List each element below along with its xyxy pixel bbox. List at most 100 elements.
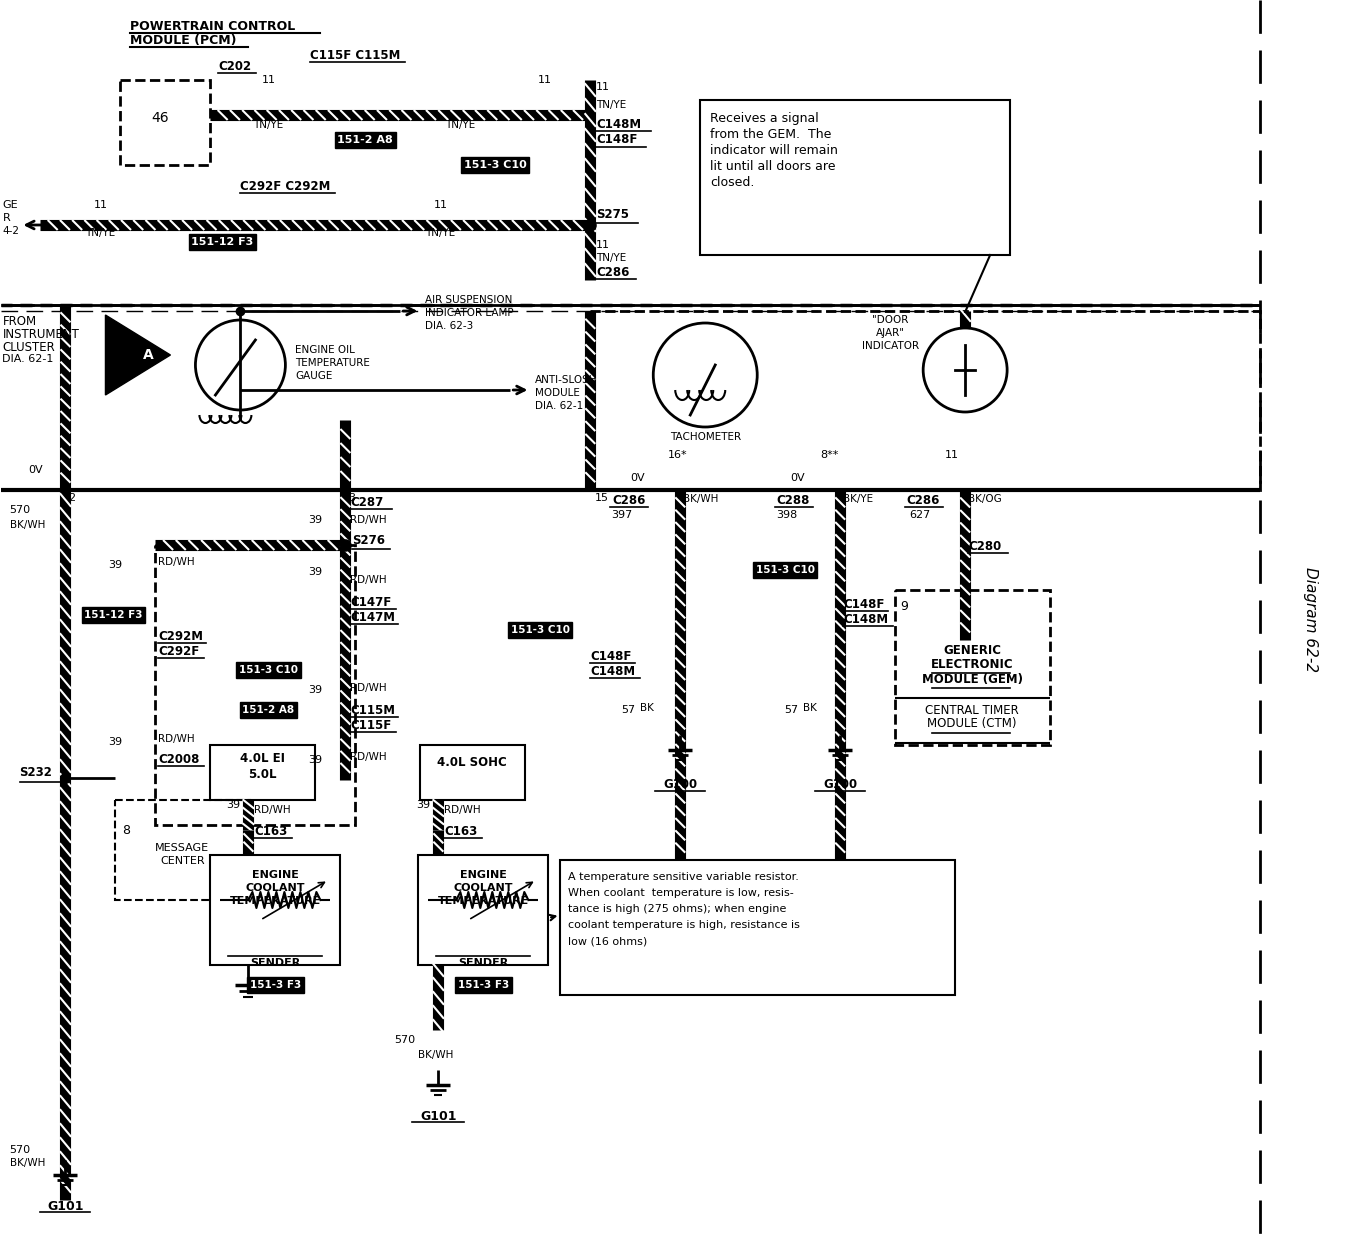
Text: RD/WH: RD/WH bbox=[159, 734, 194, 744]
Text: 57: 57 bbox=[784, 705, 798, 715]
Text: 3: 3 bbox=[348, 493, 356, 503]
Bar bbox=[895, 590, 1050, 745]
Text: C148F: C148F bbox=[597, 133, 638, 146]
Text: MODULE: MODULE bbox=[535, 388, 580, 398]
Text: 570: 570 bbox=[394, 1035, 415, 1045]
Text: GAUGE: GAUGE bbox=[296, 371, 333, 381]
Text: 11: 11 bbox=[93, 200, 107, 210]
Text: BK/WH: BK/WH bbox=[10, 1158, 45, 1168]
Text: 151-3 C10: 151-3 C10 bbox=[756, 565, 815, 575]
Text: 57: 57 bbox=[622, 705, 635, 715]
Text: TN/YE: TN/YE bbox=[85, 228, 115, 238]
Text: 0V: 0V bbox=[27, 465, 42, 475]
Text: CLUSTER: CLUSTER bbox=[3, 341, 55, 355]
Text: 151-3 F3: 151-3 F3 bbox=[457, 980, 509, 990]
Bar bbox=[211, 745, 315, 800]
Text: C163: C163 bbox=[255, 825, 287, 838]
Text: MESSAGE: MESSAGE bbox=[155, 843, 209, 853]
Text: C148M: C148M bbox=[590, 666, 635, 678]
Text: DIA. 62-3: DIA. 62-3 bbox=[426, 321, 474, 331]
Text: ELECTRONIC: ELECTRONIC bbox=[931, 658, 1013, 671]
Text: C148M: C148M bbox=[597, 118, 642, 131]
Text: TEMPERATURE: TEMPERATURE bbox=[296, 358, 370, 368]
Text: RD/WH: RD/WH bbox=[350, 515, 387, 525]
Text: 151-2 A8: 151-2 A8 bbox=[338, 136, 393, 146]
Text: COOLANT: COOLANT bbox=[453, 883, 513, 893]
Text: 4-2: 4-2 bbox=[3, 226, 19, 236]
Text: C292F: C292F bbox=[159, 644, 200, 658]
Text: closed.: closed. bbox=[711, 175, 754, 189]
Text: 570: 570 bbox=[10, 1144, 30, 1154]
Text: TN/YE: TN/YE bbox=[426, 228, 456, 238]
Text: TN/YE: TN/YE bbox=[253, 119, 283, 131]
Text: C280: C280 bbox=[968, 540, 1001, 554]
Text: ENGINE OIL: ENGINE OIL bbox=[296, 345, 356, 355]
Text: RD/WH: RD/WH bbox=[350, 753, 387, 763]
Text: "DOOR: "DOOR bbox=[872, 315, 909, 325]
Text: MODULE (PCM): MODULE (PCM) bbox=[130, 34, 237, 47]
Bar bbox=[419, 855, 549, 965]
Text: C286: C286 bbox=[612, 494, 645, 508]
Text: FROM: FROM bbox=[3, 315, 37, 328]
Text: S232: S232 bbox=[19, 766, 52, 780]
Text: AIR SUSPENSION: AIR SUSPENSION bbox=[426, 295, 513, 305]
Text: S275: S275 bbox=[597, 209, 630, 221]
Bar bbox=[420, 745, 526, 800]
Text: 15: 15 bbox=[596, 493, 609, 503]
Text: C115F: C115F bbox=[350, 719, 392, 731]
Bar bbox=[115, 800, 251, 899]
Text: 397: 397 bbox=[611, 510, 632, 520]
Text: 398: 398 bbox=[776, 510, 797, 520]
Text: tance is high (275 ohms); when engine: tance is high (275 ohms); when engine bbox=[568, 904, 787, 914]
Text: BK/YE: BK/YE bbox=[843, 494, 873, 504]
Text: G101: G101 bbox=[47, 1200, 84, 1213]
Text: 5.0L: 5.0L bbox=[248, 769, 277, 781]
Text: MODULE (GEM): MODULE (GEM) bbox=[921, 673, 1023, 685]
Text: TACHOMETER: TACHOMETER bbox=[669, 432, 741, 442]
Text: 39: 39 bbox=[308, 685, 322, 695]
Text: 11: 11 bbox=[945, 450, 960, 460]
Text: BK/OG: BK/OG bbox=[968, 494, 1002, 504]
Text: SENDER: SENDER bbox=[251, 958, 301, 968]
Text: indicator will remain: indicator will remain bbox=[711, 144, 838, 157]
Text: When coolant  temperature is low, resis-: When coolant temperature is low, resis- bbox=[568, 888, 794, 898]
Text: 4.0L SOHC: 4.0L SOHC bbox=[438, 756, 507, 770]
Text: TEMPERATURE: TEMPERATURE bbox=[438, 896, 528, 906]
Text: C286: C286 bbox=[597, 266, 630, 279]
Text: INDICATOR LAMP: INDICATOR LAMP bbox=[426, 309, 513, 318]
Text: C286: C286 bbox=[906, 494, 941, 508]
Text: 11: 11 bbox=[261, 75, 275, 85]
Text: RD/WH: RD/WH bbox=[445, 805, 481, 815]
Text: 151-12 F3: 151-12 F3 bbox=[85, 610, 142, 620]
Text: 627: 627 bbox=[909, 510, 930, 520]
Text: G100: G100 bbox=[663, 778, 697, 791]
Text: 39: 39 bbox=[308, 567, 322, 577]
Text: RD/WH: RD/WH bbox=[255, 805, 292, 815]
Text: 8**: 8** bbox=[820, 450, 839, 460]
Text: ENGINE: ENGINE bbox=[252, 870, 298, 880]
Text: INSTRUMENT: INSTRUMENT bbox=[3, 328, 79, 341]
Text: MODULE (CTM): MODULE (CTM) bbox=[927, 718, 1017, 730]
Text: 151-3 C10: 151-3 C10 bbox=[511, 624, 570, 634]
Polygon shape bbox=[105, 315, 170, 396]
Text: ANTI-SLOSH: ANTI-SLOSH bbox=[535, 374, 598, 384]
Bar bbox=[701, 100, 1010, 255]
Bar bbox=[560, 860, 956, 995]
Text: 39: 39 bbox=[308, 515, 322, 525]
Text: C148F: C148F bbox=[590, 651, 631, 663]
Bar bbox=[590, 311, 1259, 490]
Text: DIA. 62-1: DIA. 62-1 bbox=[535, 401, 583, 411]
Text: C2008: C2008 bbox=[159, 753, 200, 766]
Text: C202: C202 bbox=[219, 60, 252, 73]
Text: BK: BK bbox=[804, 703, 817, 713]
Text: Diagram 62-2: Diagram 62-2 bbox=[1302, 567, 1317, 673]
Text: 0V: 0V bbox=[790, 473, 805, 483]
Text: C148M: C148M bbox=[843, 613, 888, 626]
Text: Receives a signal: Receives a signal bbox=[711, 112, 819, 124]
Text: 9: 9 bbox=[901, 600, 908, 613]
Text: BK/WH: BK/WH bbox=[418, 1050, 453, 1060]
Text: 39: 39 bbox=[226, 800, 241, 810]
Text: 570: 570 bbox=[10, 505, 30, 515]
Text: BK/WH: BK/WH bbox=[683, 494, 719, 504]
Text: BK/WH: BK/WH bbox=[10, 520, 45, 530]
